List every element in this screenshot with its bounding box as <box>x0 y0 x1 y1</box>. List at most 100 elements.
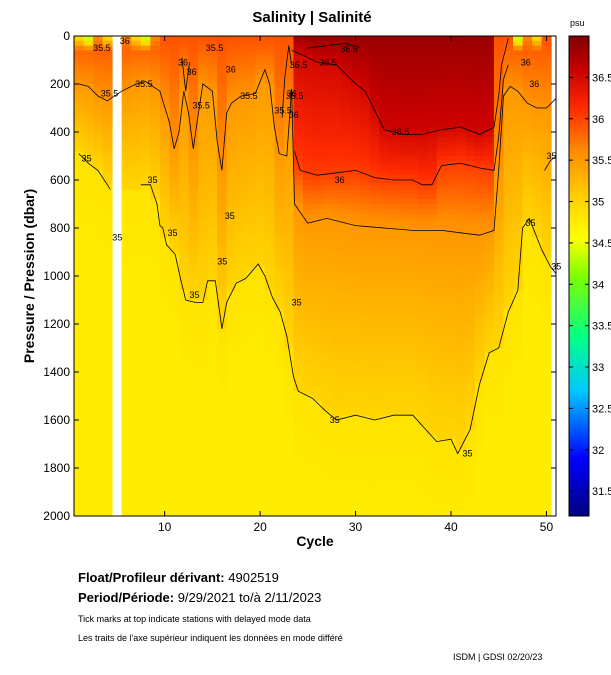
heatmap-cell <box>150 328 161 334</box>
heatmap-cell <box>93 55 104 61</box>
heatmap-cell <box>532 45 543 51</box>
heatmap-cell <box>484 108 495 114</box>
heatmap-cell <box>140 391 151 397</box>
heatmap-cell <box>465 60 476 66</box>
heatmap-cell <box>274 45 285 51</box>
heatmap-cell <box>255 88 266 94</box>
heatmap-cell <box>236 376 247 382</box>
heatmap-cell <box>455 444 466 450</box>
heatmap-cell <box>217 506 228 512</box>
heatmap-cell <box>493 84 504 90</box>
heatmap-cell <box>465 496 476 502</box>
heatmap-cell <box>255 280 266 286</box>
heatmap-cell <box>398 160 409 166</box>
heatmap-cell <box>341 64 352 70</box>
heatmap-cell <box>169 213 180 219</box>
heatmap-cell <box>503 391 514 397</box>
heatmap-cell <box>522 237 533 243</box>
heatmap-cell <box>178 228 189 234</box>
heatmap-cell <box>369 448 380 454</box>
heatmap-cell <box>83 40 94 46</box>
heatmap-cell <box>236 276 247 282</box>
heatmap-cell <box>341 165 352 171</box>
heatmap-cell <box>398 242 409 248</box>
heatmap-cell <box>388 189 399 195</box>
heatmap-cell <box>245 309 256 315</box>
heatmap-cell <box>503 112 514 118</box>
heatmap-cell <box>513 218 523 224</box>
heatmap-cell <box>207 458 218 464</box>
heatmap-cell <box>360 151 371 157</box>
heatmap-cell <box>102 415 113 421</box>
heatmap-cell <box>322 45 333 51</box>
heatmap-cell <box>131 492 142 498</box>
heatmap-cell <box>102 400 113 406</box>
heatmap-cell <box>207 151 218 157</box>
heatmap-cell <box>178 405 189 411</box>
heatmap-cell <box>398 333 409 339</box>
heatmap-cell <box>331 400 342 406</box>
heatmap-cell <box>131 405 142 411</box>
heatmap-cell <box>264 314 275 320</box>
heatmap-cell <box>74 79 84 85</box>
heatmap-cell <box>417 439 428 445</box>
heatmap-cell <box>169 448 180 454</box>
heatmap-cell <box>159 165 170 171</box>
heatmap-cell <box>369 165 380 171</box>
heatmap-cell <box>398 60 409 66</box>
heatmap-cell <box>474 60 485 66</box>
heatmap-cell <box>379 160 390 166</box>
heatmap-cell <box>455 381 466 387</box>
heatmap-cell <box>341 300 352 306</box>
heatmap-cell <box>255 448 266 454</box>
heatmap-cell <box>198 396 209 402</box>
heatmap-cell <box>93 132 104 138</box>
heatmap-cell <box>274 175 285 181</box>
heatmap-cell <box>207 487 218 493</box>
heatmap-cell <box>417 338 428 344</box>
heatmap-cell <box>427 453 438 459</box>
heatmap-cell <box>331 496 342 502</box>
heatmap-cell <box>102 170 113 176</box>
heatmap-cell <box>465 160 476 166</box>
heatmap-cell <box>283 415 294 421</box>
heatmap-cell <box>417 45 428 51</box>
heatmap-cell <box>226 74 237 80</box>
heatmap-cell <box>341 381 352 387</box>
heatmap-cell <box>322 108 333 114</box>
heatmap-cell <box>245 463 256 469</box>
heatmap-cell <box>303 122 314 128</box>
heatmap-cell <box>503 108 514 114</box>
heatmap-cell <box>293 175 304 181</box>
heatmap-cell <box>283 386 294 392</box>
heatmap-cell <box>427 333 438 339</box>
heatmap-cell <box>331 64 342 70</box>
heatmap-cell <box>522 424 533 430</box>
heatmap-cell <box>217 261 228 267</box>
heatmap-cell <box>198 132 209 138</box>
heatmap-cell <box>341 405 352 411</box>
heatmap-cell <box>331 300 342 306</box>
heatmap-cell <box>427 79 438 85</box>
heatmap-cell <box>379 458 390 464</box>
heatmap-cell <box>93 415 104 421</box>
heatmap-cell <box>541 468 552 474</box>
heatmap-cell <box>226 348 237 354</box>
heatmap-cell <box>322 477 333 483</box>
heatmap-cell <box>131 309 142 315</box>
heatmap-cell <box>217 429 228 435</box>
heatmap-cell <box>274 79 285 85</box>
heatmap-cell <box>245 208 256 214</box>
heatmap-cell <box>83 511 94 516</box>
heatmap-cell <box>465 511 476 516</box>
heatmap-cell <box>484 204 495 210</box>
heatmap-cell <box>236 300 247 306</box>
heatmap-cell <box>427 458 438 464</box>
heatmap-cell <box>493 487 504 493</box>
heatmap-cell <box>503 424 514 430</box>
heatmap-cell <box>446 218 457 224</box>
heatmap-cell <box>169 122 180 128</box>
heatmap-cell <box>484 429 495 435</box>
heatmap-cell <box>283 232 294 238</box>
heatmap-cell <box>245 180 256 186</box>
